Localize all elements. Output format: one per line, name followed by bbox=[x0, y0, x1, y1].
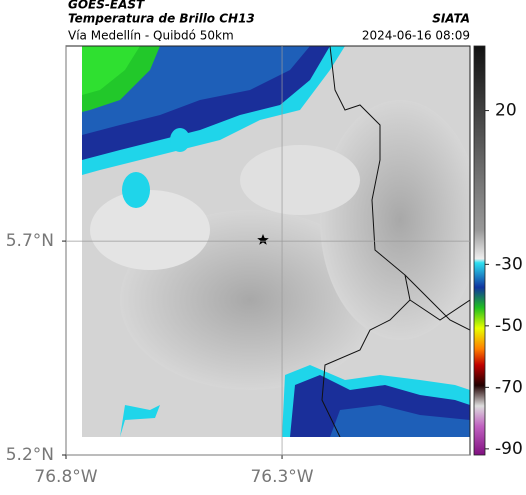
credit: SIATA bbox=[432, 12, 470, 26]
colorbar-tick-label: 20 bbox=[495, 101, 517, 121]
colorbar bbox=[473, 45, 486, 456]
satellite-image bbox=[82, 46, 470, 437]
y-tick-label: 5.2°N bbox=[6, 445, 54, 465]
colorbar-tick-label: -90 bbox=[495, 439, 523, 459]
x-tick-label: 76.3°W bbox=[250, 467, 313, 487]
x-tick-label: 76.8°W bbox=[34, 467, 97, 487]
colorbar-tick-label: -70 bbox=[495, 377, 523, 397]
colorbar-tick-label: -50 bbox=[495, 316, 523, 336]
station-marker bbox=[257, 234, 269, 245]
source: GOES-EAST bbox=[68, 0, 145, 12]
timestamp: 2024-06-16 08:09 bbox=[362, 29, 470, 43]
colorbar-tick-label: -30 bbox=[495, 254, 523, 274]
y-tick-label: 5.7°N bbox=[6, 231, 54, 251]
title: Temperatura de Brillo CH13 bbox=[68, 12, 255, 26]
subtitle: Vía Medellín - Quibdó 50km bbox=[68, 29, 234, 43]
